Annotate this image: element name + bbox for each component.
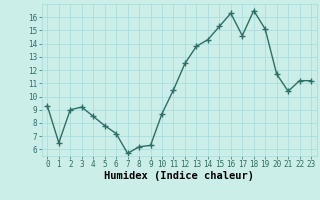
X-axis label: Humidex (Indice chaleur): Humidex (Indice chaleur) <box>104 171 254 181</box>
